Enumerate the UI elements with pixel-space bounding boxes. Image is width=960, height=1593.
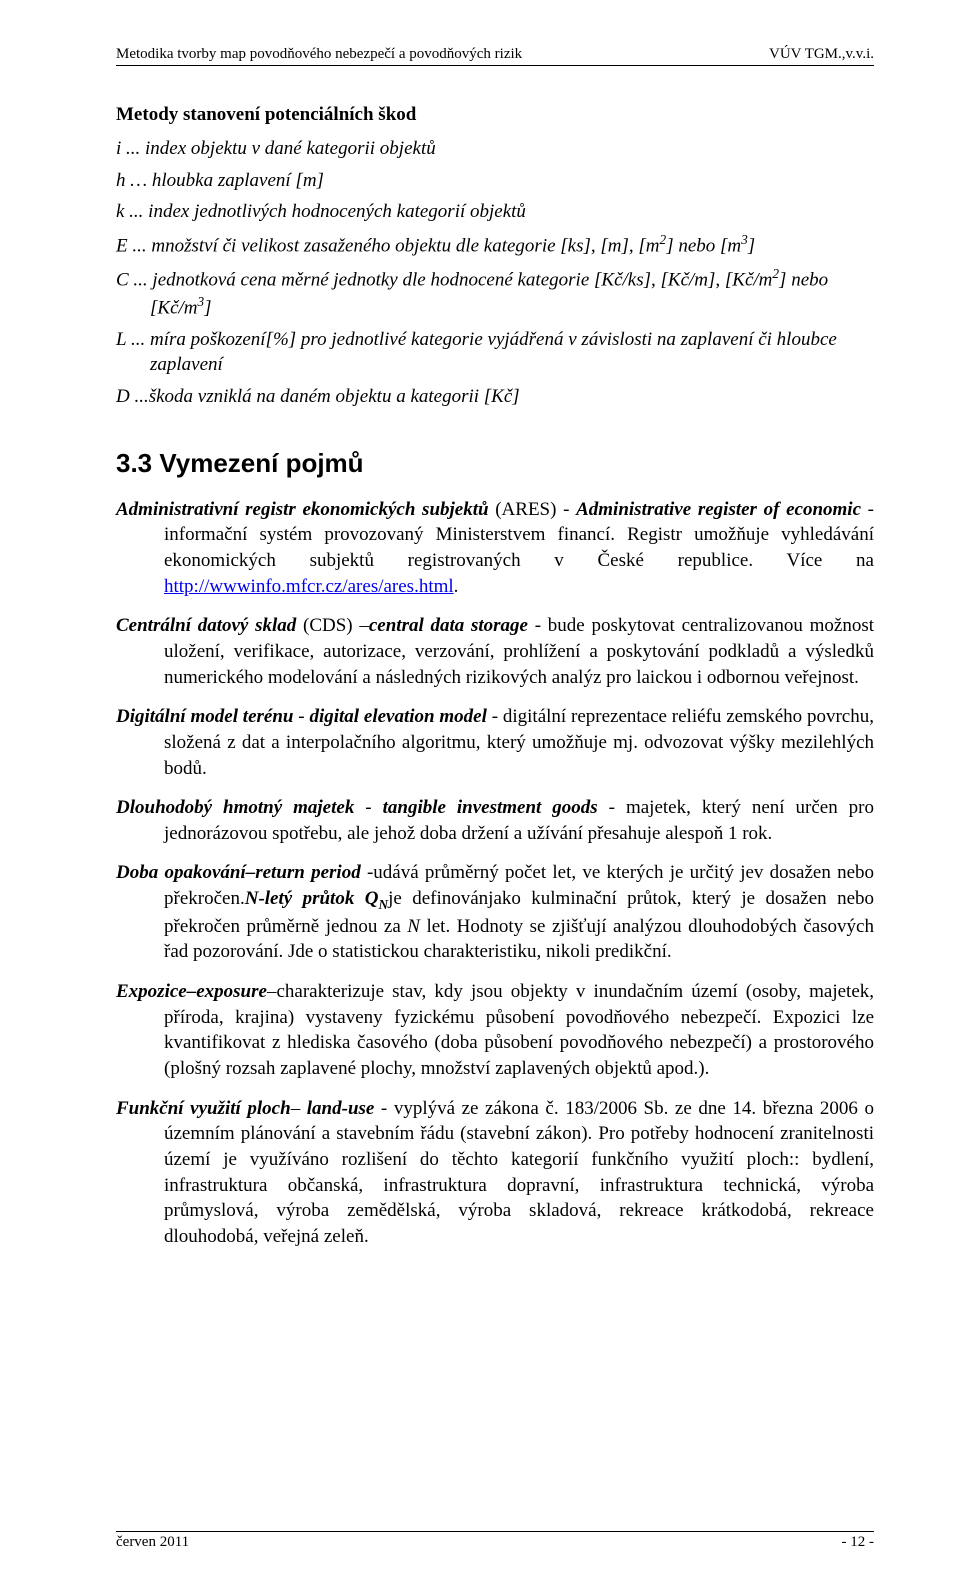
para-landuse: Funkční využití ploch– land-use - vyplýv… xyxy=(116,1096,874,1250)
exposure-body: –charakterizuje stav, kdy jsou objekty v… xyxy=(164,981,874,1079)
def-k: k ... index jednotlivých hodnocených kat… xyxy=(116,199,874,225)
def-e-sup2: 3 xyxy=(741,232,748,247)
page-header: Metodika tvorby map povodňového nebezpeč… xyxy=(116,46,874,66)
footer-right: - 12 - xyxy=(842,1534,875,1551)
dem-mid: - xyxy=(293,706,309,727)
cds-mid: (CDS) – xyxy=(296,615,369,636)
eng-dem: digital elevation model xyxy=(309,706,486,727)
ares-abbr: (ARES) - xyxy=(489,499,577,520)
para-tangible: Dlouhodobý hmotný majetek - tangible inv… xyxy=(116,795,874,846)
eng-return: return period xyxy=(255,862,360,883)
methods-heading: Metody stanovení potenciálních škod xyxy=(116,104,874,126)
header-right: VÚV TGM.,v.v.i. xyxy=(769,46,874,63)
term-dem: Digitální model terénu xyxy=(116,706,293,727)
nlety-sub: N xyxy=(378,897,388,912)
term-exposure: Expozice xyxy=(116,981,187,1002)
para-dem: Digitální model terénu - digital elevati… xyxy=(116,704,874,781)
tangible-mid: - xyxy=(354,797,382,818)
term-tangible: Dlouhodobý hmotný majetek xyxy=(116,797,354,818)
ares-link[interactable]: http://wwwinfo.mfcr.cz/ares/ares.html xyxy=(164,576,454,597)
def-i-text: i ... index objektu v dané kategorii obj… xyxy=(116,138,436,159)
eng-landuse: land-use xyxy=(307,1098,375,1119)
ares-body2: . xyxy=(454,576,459,597)
def-c-pre: C ... jednotková cena měrné jednotky dle… xyxy=(116,269,772,290)
def-e-pre: E ... množství či velikost zasaženého ob… xyxy=(116,235,660,256)
term-cds: Centrální datový sklad xyxy=(116,615,296,636)
page: Metodika tvorby map povodňového nebezpeč… xyxy=(0,0,960,1593)
landuse-body: - vyplývá ze zákona č. 183/2006 Sb. ze d… xyxy=(164,1098,874,1247)
eng-cds: central data storage xyxy=(369,615,528,636)
para-cds: Centrální datový sklad (CDS) –central da… xyxy=(116,613,874,690)
para-exposure: Expozice–exposure–charakterizuje stav, k… xyxy=(116,979,874,1082)
eng-tangible: tangible investment goods xyxy=(383,797,598,818)
term-ares: Administrativní registr ekonomických sub… xyxy=(116,499,489,520)
section-3-3-heading: 3.3 Vymezení pojmů xyxy=(116,448,874,479)
return-dash1: – xyxy=(246,862,256,883)
landuse-mid: – xyxy=(291,1098,307,1119)
header-left: Metodika tvorby map povodňového nebezpeč… xyxy=(116,46,522,63)
def-c-post: ] xyxy=(204,297,211,318)
def-k-text: k ... index jednotlivých hodnocených kat… xyxy=(116,201,526,222)
term-landuse: Funkční využití ploch xyxy=(116,1098,291,1119)
def-l: L ... míra poškození[%] pro jednotlivé k… xyxy=(116,327,874,378)
def-e-mid: ] nebo [m xyxy=(666,235,741,256)
footer-left: červen 2011 xyxy=(116,1534,189,1551)
term-return: Doba opakování xyxy=(116,862,246,883)
eng-exposure: exposure xyxy=(196,981,267,1002)
para-ares: Administrativní registr ekonomických sub… xyxy=(116,497,874,600)
eng-ares: Administrative register of economic xyxy=(576,499,861,520)
exposure-dash: – xyxy=(187,981,197,1002)
def-i: i ... index objektu v dané kategorii obj… xyxy=(116,136,874,162)
def-h-text: h … hloubka zaplavení [m] xyxy=(116,170,324,191)
def-c: C ... jednotková cena měrné jednotky dle… xyxy=(116,265,874,321)
def-l-text: L ... míra poškození[%] pro jednotlivé k… xyxy=(116,329,837,376)
def-d: D ...škoda vzniklá na daném objektu a ka… xyxy=(116,384,874,410)
return-nital: N xyxy=(407,916,420,937)
def-h: h … hloubka zaplavení [m] xyxy=(116,168,874,194)
def-e: E ... množství či velikost zasaženého ob… xyxy=(116,231,874,259)
page-footer: červen 2011 - 12 - xyxy=(116,1531,874,1551)
def-d-text: D ...škoda vzniklá na daném objektu a ka… xyxy=(116,386,520,407)
para-return-period: Doba opakování–return period -udává prům… xyxy=(116,860,874,965)
def-e-post: ] xyxy=(748,235,755,256)
nlety: N-letý průtok Q xyxy=(245,888,379,909)
